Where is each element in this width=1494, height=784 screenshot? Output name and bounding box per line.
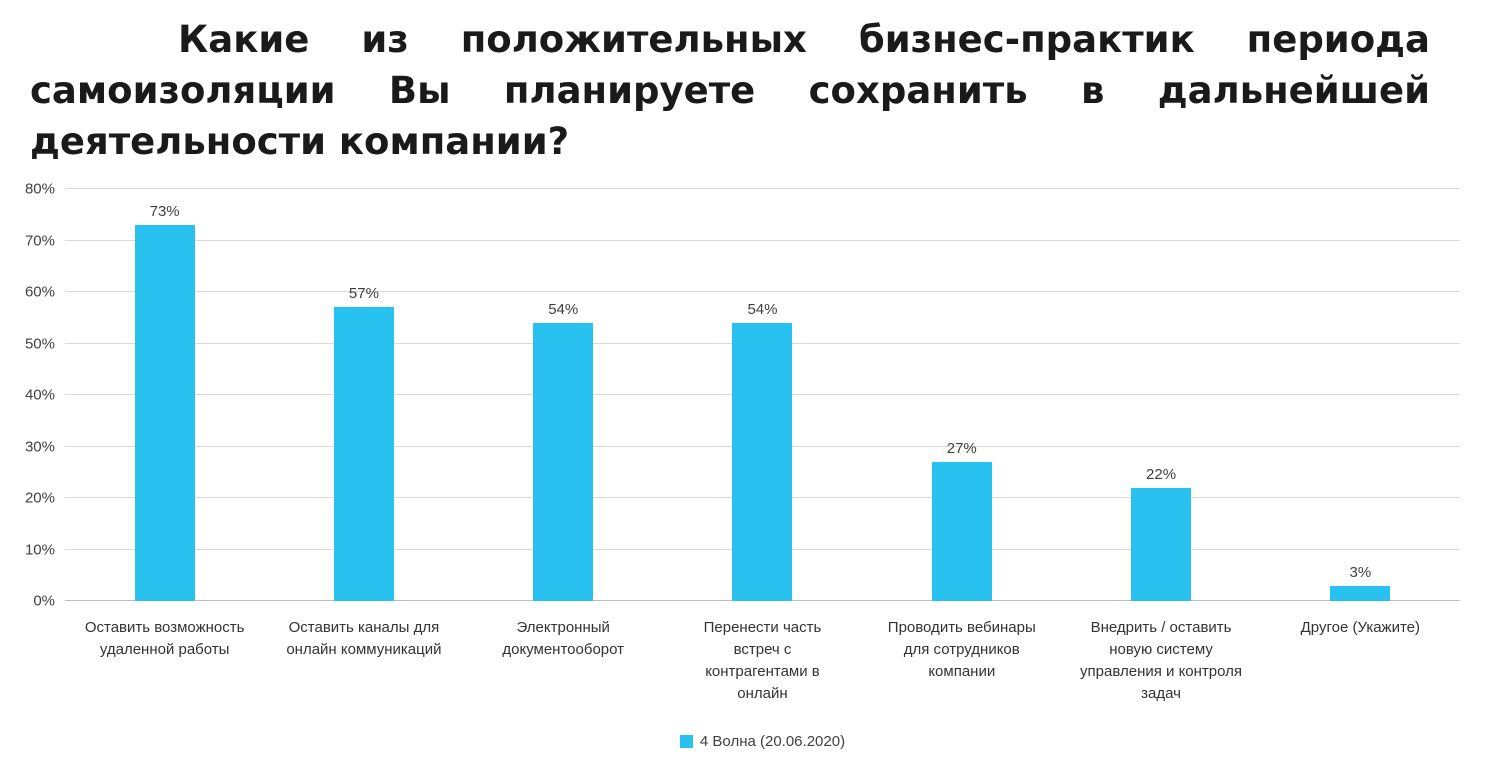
- x-axis-category-label: Внедрить / оставить новую систему управл…: [1080, 619, 1243, 702]
- y-tick-label: 30%: [24, 438, 55, 455]
- bar: [333, 307, 394, 601]
- y-tick-label: 60%: [24, 283, 55, 301]
- x-axis-category-label: Оставить возможность удаленной работы: [84, 619, 245, 658]
- chart-title-line: деятельности компании?: [30, 120, 570, 163]
- x-axis-labels: Оставить возможность удаленной работы Ост…: [65, 617, 1460, 705]
- x-axis-label-cell: Электронный документооборот: [464, 617, 663, 705]
- y-tick-label: 20%: [24, 489, 55, 507]
- x-axis-category-label: Другое (Укажите): [1300, 619, 1421, 636]
- x-axis-label-cell: Проводить вебинары для сотрудников компа…: [862, 617, 1061, 705]
- chart-title: Какие из положительных бизнес-практик пе…: [30, 14, 1430, 167]
- bar: [732, 322, 793, 601]
- y-tick-label: 40%: [24, 386, 55, 404]
- y-tick-label: 70%: [24, 232, 55, 249]
- x-axis-label-cell: Оставить каналы для онлайн коммуникаций: [264, 617, 463, 705]
- y-axis: 0% 10% 20% 30% 40% 50% 60% 70% 80%: [0, 181, 55, 610]
- bar: [134, 225, 195, 601]
- bar-column: 54%: [464, 189, 663, 601]
- chart-title-line: Какие из положительных бизнес-практик пе…: [178, 18, 1430, 61]
- bar: [931, 461, 992, 601]
- x-axis-label-cell: Другое (Укажите): [1261, 617, 1460, 705]
- gridline: [65, 239, 1460, 241]
- bar-column: 3%: [1261, 189, 1460, 601]
- legend-color-swatch: [679, 735, 693, 748]
- bar-value-label: 57%: [348, 285, 379, 303]
- x-axis-label-cell: Оставить возможность удаленной работы: [65, 617, 264, 705]
- x-axis-category-label: Оставить каналы для онлайн коммуникаций: [286, 619, 442, 658]
- bar-column: 22%: [1061, 189, 1260, 601]
- bar: [1330, 585, 1391, 601]
- x-axis-label-cell: Перенести часть встреч с контрагентами в…: [663, 617, 862, 705]
- bar-column: 73%: [65, 189, 264, 601]
- bar-value-label: 73%: [149, 203, 180, 221]
- bar-value-label: 54%: [548, 300, 579, 318]
- bar-value-label: 27%: [946, 439, 977, 457]
- bar-column: 54%: [663, 189, 862, 601]
- legend-label: 4 Волна (20.06.2020): [699, 733, 846, 750]
- x-axis-category-label: Проводить вебинары для сотрудников компа…: [887, 619, 1036, 680]
- x-axis-category-label: Перенести часть встреч с контрагентами в…: [703, 619, 822, 702]
- chart-title-line: самоизоляции Вы планируете сохранить в д…: [30, 69, 1430, 112]
- y-tick-label: 80%: [24, 180, 55, 198]
- x-axis-label-cell: Внедрить / оставить новую систему управл…: [1061, 617, 1260, 705]
- bar-value-label: 54%: [747, 300, 778, 318]
- bar-value-label: 3%: [1349, 563, 1372, 581]
- bar: [1131, 487, 1192, 601]
- bars-layer: 73% 57% 54% 54% 27% 22% 3%: [65, 189, 1460, 601]
- bar-column: 57%: [264, 189, 463, 601]
- y-tick-label: 50%: [24, 335, 55, 352]
- bar: [533, 322, 594, 601]
- y-tick-label: 10%: [24, 541, 55, 558]
- x-axis-category-label: Электронный документооборот: [502, 619, 625, 658]
- bar-column: 27%: [862, 189, 1061, 601]
- bar-chart-plot-area: 0% 10% 20% 30% 40% 50% 60% 70% 80% 73% 57% 54% 54% 2…: [25, 181, 1460, 610]
- gridline: [65, 188, 1460, 189]
- bar-value-label: 22%: [1146, 465, 1177, 483]
- gridline: [65, 291, 1460, 292]
- y-tick-label: 0%: [33, 592, 55, 610]
- chart-legend: 4 Волна (20.06.2020): [65, 733, 1460, 750]
